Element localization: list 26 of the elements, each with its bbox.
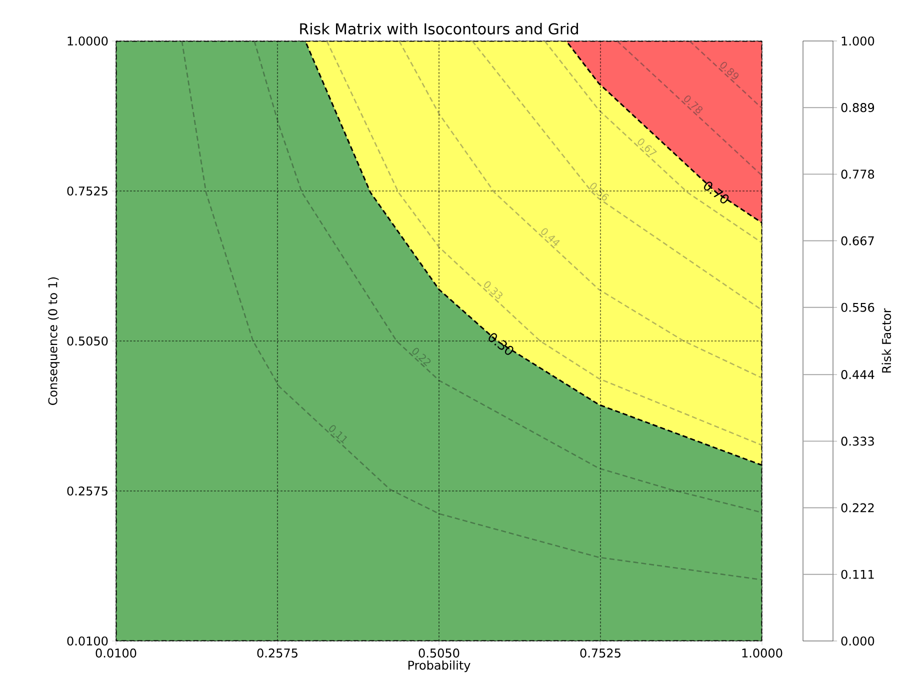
color-bar-label: 0.667	[841, 236, 874, 246]
x-tick-label: 0.7525	[580, 648, 620, 658]
y-axis-title: Consequence (0 to 1)	[48, 277, 60, 405]
x-tick-label: 0.5050	[418, 648, 460, 658]
x-tick-label: 0.0100	[96, 648, 136, 658]
color-bar-label: 0.111	[841, 570, 874, 579]
y-tick-label: 0.2575	[67, 486, 108, 496]
x-tick-label: 0.2575	[257, 648, 298, 658]
color-bar-label: 0.222	[841, 503, 874, 512]
y-tick-label: 0.7525	[67, 186, 108, 196]
annotation: 0.70	[704, 182, 729, 204]
color-bar-label: 0.000	[841, 636, 874, 646]
y-tick-label: 1.0000	[68, 36, 108, 46]
annotation: 0.30	[488, 333, 514, 355]
y-tick-label: 0.5050	[67, 336, 108, 346]
x-tick-label: 1.0000	[742, 648, 782, 658]
color-bar-label: 0.444	[841, 370, 874, 380]
color-bar-label: 0.778	[841, 170, 874, 179]
color-bar-title: Risk Factor	[882, 308, 892, 373]
y-tick-label: 0.0100	[67, 636, 108, 646]
chart-title: Risk Matrix with Isocontours and Grid	[300, 22, 578, 34]
color-bar-label: 0.556	[841, 302, 874, 312]
color-bar-label: 0.333	[841, 436, 874, 446]
color-bar-label: 1.000	[842, 36, 874, 46]
color-bar-label: 0.889	[841, 103, 874, 112]
x-axis-title: Probability	[408, 660, 470, 672]
